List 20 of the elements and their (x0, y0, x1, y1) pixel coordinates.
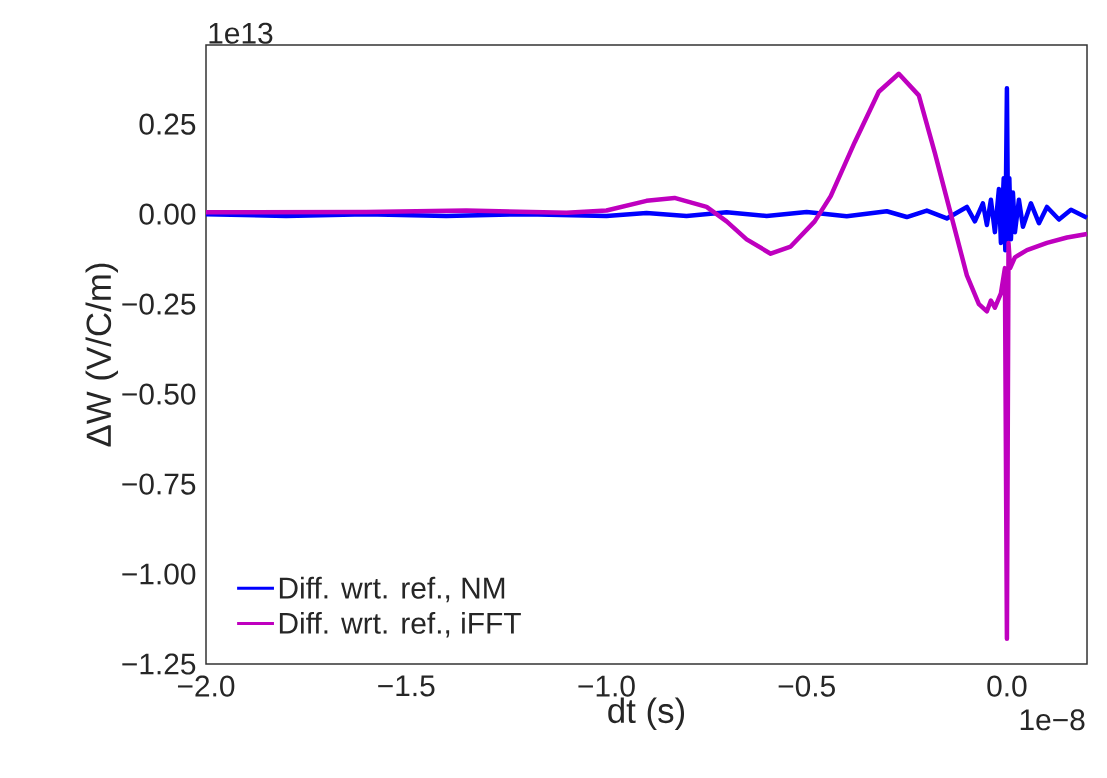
x-tick-label: −1.5 (378, 675, 435, 697)
y-tick-label: −1.25 (122, 653, 196, 675)
text: 1e−8 (1020, 709, 1085, 731)
line-series (203, 85, 1090, 253)
legend-label: Diff. wrt. ref., iFFT (279, 611, 521, 638)
y-axis-title: ΔW (V/C/m) (85, 263, 119, 447)
x-tick-label: −1.0 (578, 675, 635, 697)
x-axis-title: dt (s) (608, 697, 685, 731)
y-tick-label: −0.50 (122, 383, 196, 405)
x-tick-label: −2.0 (177, 675, 235, 697)
y-tick-label: 0.00 (139, 203, 196, 225)
y-tick-label: 0.25 (139, 113, 196, 135)
y-tick-label: −0.25 (122, 293, 196, 315)
y-tick-label: −1.00 (122, 563, 196, 585)
x-tick-label: 0.0 (987, 675, 1027, 697)
line-series (203, 71, 1090, 642)
x-tick-label: −0.5 (778, 675, 835, 697)
y-tick-label: −0.75 (122, 473, 196, 495)
legend-label: Diff. wrt. ref., NM (279, 576, 505, 603)
text: 1e13 (209, 22, 273, 44)
